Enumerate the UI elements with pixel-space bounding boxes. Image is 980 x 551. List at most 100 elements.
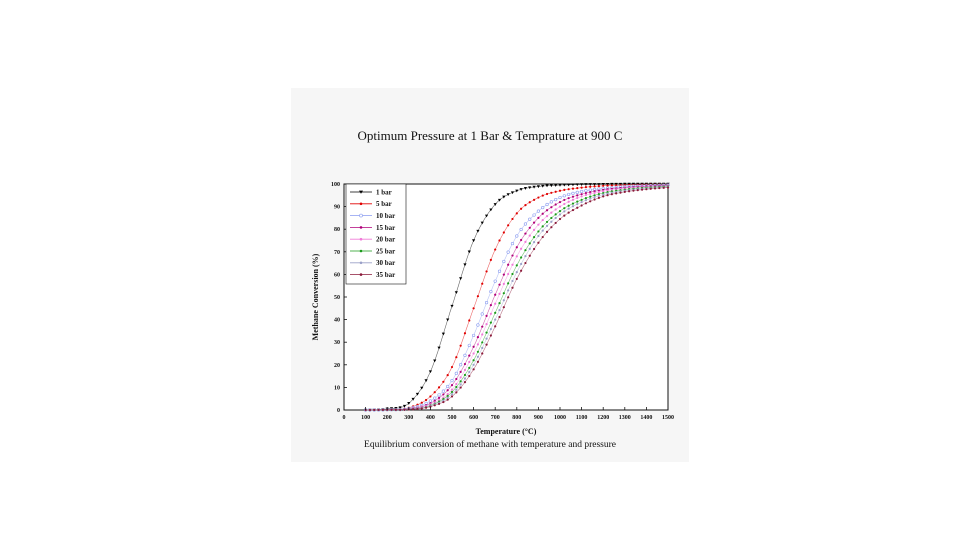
data-point	[442, 380, 445, 383]
legend-label: 15 bar	[376, 224, 395, 232]
data-point	[441, 389, 445, 393]
data-point	[658, 186, 661, 190]
data-point	[576, 203, 579, 206]
data-point	[584, 202, 588, 205]
data-point	[593, 196, 596, 199]
data-point	[506, 250, 510, 254]
data-point	[549, 200, 553, 204]
data-point	[398, 406, 402, 410]
data-point	[562, 183, 566, 187]
legend-item: 20 bar	[350, 236, 395, 244]
data-point	[420, 407, 423, 410]
data-point	[450, 393, 454, 396]
data-point	[571, 208, 575, 212]
data-point	[550, 206, 553, 209]
data-point	[662, 186, 665, 189]
data-point	[588, 183, 592, 186]
y-tick-label: 20	[334, 363, 340, 369]
data-point	[472, 345, 475, 348]
data-point	[476, 350, 480, 353]
data-point	[459, 386, 462, 389]
data-point	[468, 319, 471, 322]
data-point	[571, 187, 575, 190]
data-point	[468, 370, 471, 374]
data-point	[511, 263, 514, 266]
x-tick-label: 1500	[662, 415, 674, 421]
data-point	[528, 186, 532, 190]
data-point	[489, 208, 493, 212]
data-point	[463, 362, 467, 366]
data-point	[467, 250, 471, 254]
data-point	[524, 255, 527, 258]
data-point	[593, 198, 596, 201]
data-point	[481, 352, 484, 355]
data-point	[515, 234, 519, 238]
data-point	[485, 331, 488, 334]
legend-item: 35 bar	[350, 271, 395, 279]
data-point	[502, 195, 506, 199]
data-point	[602, 190, 605, 193]
data-point	[455, 391, 458, 394]
data-point	[532, 247, 536, 251]
data-point	[541, 229, 544, 232]
data-point	[580, 193, 583, 196]
data-point	[416, 407, 419, 411]
data-point	[485, 314, 488, 317]
data-point	[649, 187, 652, 190]
x-tick-label: 900	[534, 415, 543, 421]
data-point	[476, 323, 480, 327]
x-tick-label: 300	[404, 415, 413, 421]
chart: 0 100 200 300 400 500 600 700 800 900 1000 1100 1200…	[311, 182, 674, 436]
data-point	[459, 344, 462, 347]
data-point	[502, 292, 505, 295]
data-point	[481, 346, 484, 350]
data-point	[541, 218, 544, 222]
data-point	[589, 195, 592, 198]
data-point	[498, 302, 501, 305]
data-point	[584, 189, 588, 193]
data-point	[507, 263, 510, 266]
data-point	[584, 199, 588, 202]
y-tick-label: 90	[334, 205, 340, 211]
data-point	[489, 289, 493, 294]
data-point	[545, 224, 549, 228]
data-point	[476, 355, 480, 358]
data-point	[567, 204, 570, 207]
legend-label: 30 bar	[376, 259, 395, 267]
data-point	[511, 272, 514, 276]
data-point	[480, 221, 484, 225]
data-point	[472, 333, 476, 338]
data-point	[576, 187, 579, 190]
data-point	[515, 264, 518, 267]
data-point	[459, 383, 462, 386]
data-point	[459, 376, 462, 379]
data-point	[428, 370, 432, 374]
data-point	[506, 193, 510, 197]
data-point	[580, 198, 583, 201]
data-point	[645, 188, 648, 191]
data-point	[520, 262, 523, 266]
data-point	[489, 321, 492, 324]
data-point	[446, 396, 449, 399]
data-point	[459, 363, 463, 367]
axis-layer: 0 100 200 300 400 500 600 700 800 900 1000 1100 1200…	[331, 182, 674, 421]
data-point	[510, 191, 515, 195]
data-point	[602, 191, 605, 195]
data-point	[523, 187, 528, 190]
data-point	[485, 270, 488, 273]
data-point	[589, 185, 592, 188]
data-point	[606, 194, 609, 197]
legend-item: 5 bar	[350, 200, 392, 208]
data-point	[528, 234, 531, 237]
data-point	[459, 277, 463, 281]
data-point	[528, 201, 531, 204]
data-point	[455, 385, 458, 389]
data-point	[605, 182, 610, 186]
data-point	[520, 269, 523, 272]
data-point	[523, 222, 528, 226]
data-point	[502, 299, 505, 302]
data-point	[468, 354, 471, 357]
data-point	[653, 187, 657, 190]
data-point	[550, 226, 553, 229]
data-point	[507, 272, 510, 276]
